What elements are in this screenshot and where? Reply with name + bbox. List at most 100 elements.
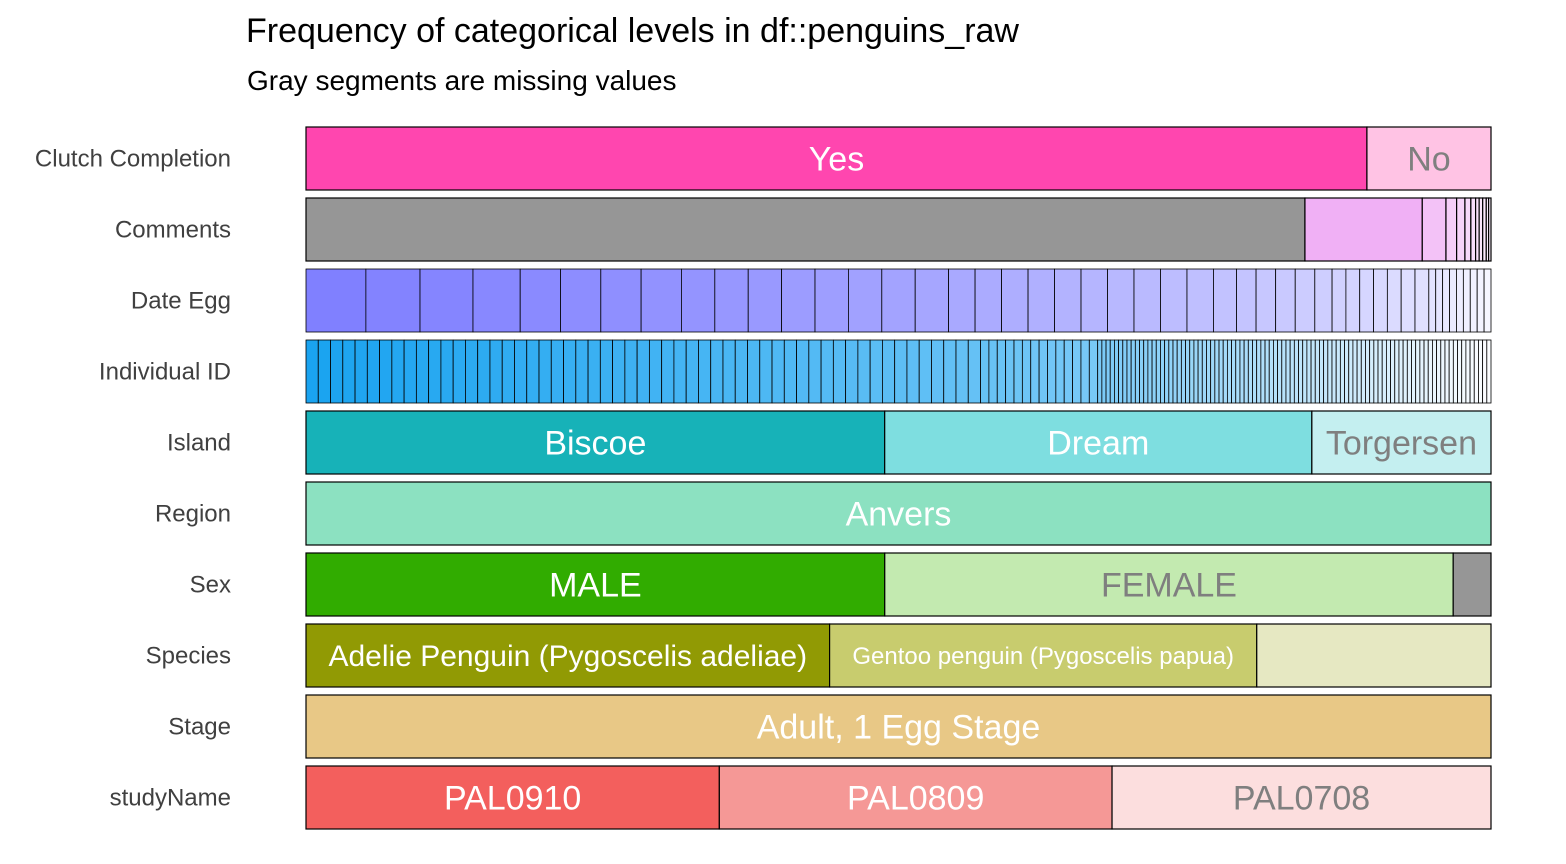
bar-segment — [1398, 339, 1404, 404]
bar-segment — [1133, 268, 1161, 333]
bar-segment — [808, 339, 822, 404]
bar-segment — [781, 268, 816, 333]
chart-subtitle: Gray segments are missing values — [247, 65, 677, 96]
bar-segment — [980, 339, 990, 404]
bar-segment — [560, 268, 602, 333]
bar-segment — [1402, 339, 1408, 404]
bar-segment — [472, 268, 521, 333]
bar-segment — [1126, 339, 1132, 404]
bar-segment — [1339, 339, 1345, 404]
bar-segment — [317, 339, 331, 404]
bar-segment — [600, 268, 642, 333]
bar-segment — [884, 552, 1454, 617]
bar-segment — [1285, 339, 1291, 404]
bar-segment — [1488, 197, 1492, 262]
bar-segment — [734, 339, 748, 404]
bar-segment — [1476, 268, 1485, 333]
bar-segment — [305, 481, 1492, 546]
bar-segment — [1461, 339, 1467, 404]
bar-segment — [648, 339, 663, 404]
bar-segment — [563, 339, 577, 404]
bar-segment — [1390, 339, 1396, 404]
bar-segment — [1186, 268, 1214, 333]
bar-segment — [1210, 339, 1216, 404]
segment-label: MALE — [549, 566, 642, 604]
bar-segment — [1139, 339, 1145, 404]
bar-segment — [1155, 339, 1161, 404]
bar-segment — [1366, 126, 1492, 191]
bar-segment — [1273, 339, 1279, 404]
bar-segment — [955, 339, 969, 404]
bar-segment — [1448, 339, 1454, 404]
bar-row: studyName PAL0910 PAL0809 PAL0708 — [110, 765, 1492, 830]
bar-segment — [1218, 339, 1224, 404]
bar-segment — [1264, 339, 1270, 404]
bar-segment — [1464, 197, 1472, 262]
bar-segment — [1386, 268, 1402, 333]
bar-segment — [1377, 339, 1383, 404]
bar-segment — [1304, 197, 1423, 262]
bar-segment — [305, 126, 1368, 191]
bar-segment — [550, 339, 564, 404]
bar-segment — [1469, 268, 1478, 333]
bar-segment — [587, 339, 601, 404]
segment-label: Yes — [809, 140, 864, 178]
bar-segment — [403, 339, 417, 404]
bar-segment — [1005, 339, 1015, 404]
bar-segment — [1247, 339, 1253, 404]
bar-segment — [722, 339, 736, 404]
bar-segment — [1465, 339, 1471, 404]
bar-segment — [465, 339, 479, 404]
bar-segment — [1348, 339, 1354, 404]
bar-segment — [1236, 268, 1257, 333]
bar-segment — [305, 552, 886, 617]
bar-segment — [1445, 197, 1458, 262]
bar-segment — [1385, 339, 1391, 404]
segment-label: Dream — [1047, 424, 1149, 462]
row-label: Comments — [115, 217, 231, 244]
bar-segment — [1206, 339, 1212, 404]
bar-segment — [366, 339, 380, 404]
bar-segment — [1419, 339, 1425, 404]
bar-segment — [1314, 268, 1333, 333]
bar-segment — [1143, 339, 1149, 404]
bar-segment — [1239, 339, 1245, 404]
bar-segment — [501, 339, 515, 404]
bar-segment — [996, 339, 1007, 404]
bar-segment — [1335, 339, 1341, 404]
bar-segment — [1027, 268, 1055, 333]
bar-segment — [948, 268, 976, 333]
bar-segment — [894, 339, 908, 404]
bar-segment — [1356, 339, 1362, 404]
bar-segment — [1394, 339, 1400, 404]
bar-segment — [1013, 339, 1023, 404]
bar-segment — [1428, 268, 1437, 333]
bar-segment — [710, 339, 724, 404]
bar-segment — [1277, 339, 1283, 404]
bar-segment — [354, 339, 368, 404]
bar-segment — [1411, 339, 1417, 404]
bar-segment — [1360, 339, 1366, 404]
bar-segment — [1373, 268, 1388, 333]
row-label: Species — [146, 643, 231, 670]
bar-segment — [1436, 339, 1442, 404]
bar-segment — [1080, 339, 1090, 404]
bar-segment — [1030, 339, 1040, 404]
segment-label: No — [1407, 140, 1450, 178]
bar-segment — [1452, 339, 1458, 404]
bar-segment — [906, 339, 920, 404]
segment-label: Biscoe — [544, 424, 646, 462]
bar-segment — [698, 339, 712, 404]
bar-row: Region Anvers — [155, 481, 1492, 546]
row-label: Sex — [190, 572, 231, 599]
bar-segment — [391, 339, 405, 404]
bar-row: Sex MALE FEMALE — [190, 552, 1492, 617]
bar-segment — [1160, 339, 1166, 404]
segment-label: FEMALE — [1101, 566, 1237, 604]
bar-segment — [1105, 339, 1111, 404]
bar-segment — [1109, 339, 1115, 404]
bar-row: Clutch Completion Yes No — [35, 126, 1492, 191]
bar-segment — [1469, 339, 1475, 404]
bar-segment — [1306, 339, 1312, 404]
bar-segment — [884, 410, 1313, 475]
